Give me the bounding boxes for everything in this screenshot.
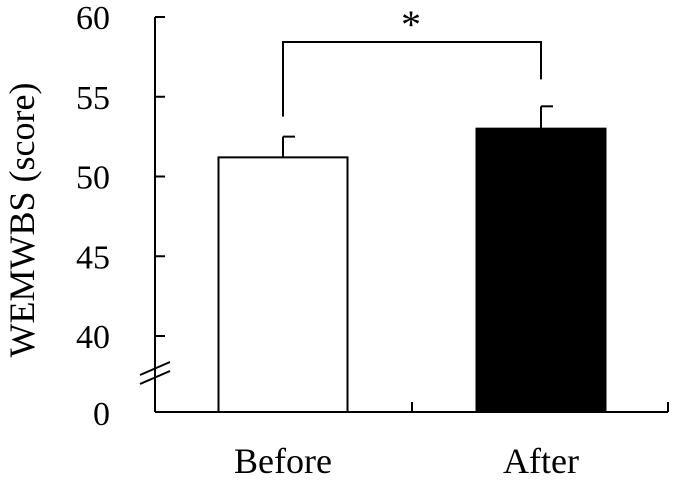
significance-bracket-line: [282, 41, 542, 117]
y-tick-label: 55: [76, 80, 110, 117]
significance-bracket: [282, 41, 542, 117]
category-label-after: After: [503, 441, 579, 481]
bar-after: [475, 127, 607, 413]
y-tick-label: 50: [76, 160, 110, 197]
y-axis-label: WEMWBS (score): [2, 83, 42, 358]
x-ticks: [411, 402, 669, 412]
error-bars: [282, 105, 553, 158]
y-tick-label: 0: [93, 396, 110, 433]
bars: [217, 127, 607, 413]
significance-star: *: [401, 2, 421, 47]
y-tick-label: 45: [76, 239, 110, 276]
y-tick-label: 60: [76, 0, 110, 37]
axis-break-icon: [139, 361, 171, 385]
bar-before: [217, 156, 349, 413]
y-tick-label: 40: [76, 319, 110, 356]
category-labels: Before After: [234, 441, 579, 481]
y-ticks: 0 40 45 50 55 60: [76, 0, 165, 433]
category-label-before: Before: [234, 441, 332, 481]
